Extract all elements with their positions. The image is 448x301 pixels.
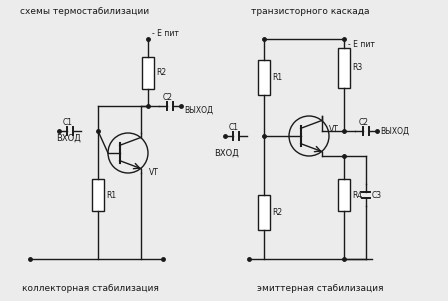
Text: - Е пит: - Е пит bbox=[152, 29, 179, 38]
Text: ВХОД: ВХОД bbox=[214, 149, 239, 158]
Bar bbox=[338, 179, 350, 211]
Text: коллекторная стабилизация: коллекторная стабилизация bbox=[22, 284, 159, 293]
Text: C2: C2 bbox=[163, 93, 173, 102]
Text: R1: R1 bbox=[106, 191, 116, 200]
Text: VT: VT bbox=[149, 168, 159, 177]
Bar bbox=[258, 195, 270, 230]
Text: R4: R4 bbox=[352, 191, 362, 200]
Text: ВХОД: ВХОД bbox=[56, 134, 81, 143]
Text: ВЫХОД: ВЫХОД bbox=[184, 106, 213, 115]
Text: R3: R3 bbox=[352, 63, 362, 72]
Text: транзисторного каскада: транзисторного каскада bbox=[251, 7, 369, 16]
Text: ВЫХОД: ВЫХОД bbox=[380, 126, 409, 135]
Bar bbox=[258, 60, 270, 95]
Text: C1: C1 bbox=[229, 123, 239, 132]
Bar bbox=[338, 48, 350, 88]
Text: C3: C3 bbox=[372, 191, 382, 200]
Text: - Е пит: - Е пит bbox=[348, 40, 375, 49]
Text: эмиттерная стабилизация: эмиттерная стабилизация bbox=[257, 284, 383, 293]
Text: R2: R2 bbox=[156, 68, 166, 77]
Text: C2: C2 bbox=[359, 118, 369, 127]
Text: C1: C1 bbox=[63, 118, 73, 127]
Text: R1: R1 bbox=[272, 73, 282, 82]
Text: схемы термостабилизации: схемы термостабилизации bbox=[21, 7, 150, 16]
Text: VT: VT bbox=[329, 125, 339, 134]
Text: R2: R2 bbox=[272, 208, 282, 217]
Bar bbox=[142, 57, 154, 88]
Bar bbox=[92, 179, 104, 211]
